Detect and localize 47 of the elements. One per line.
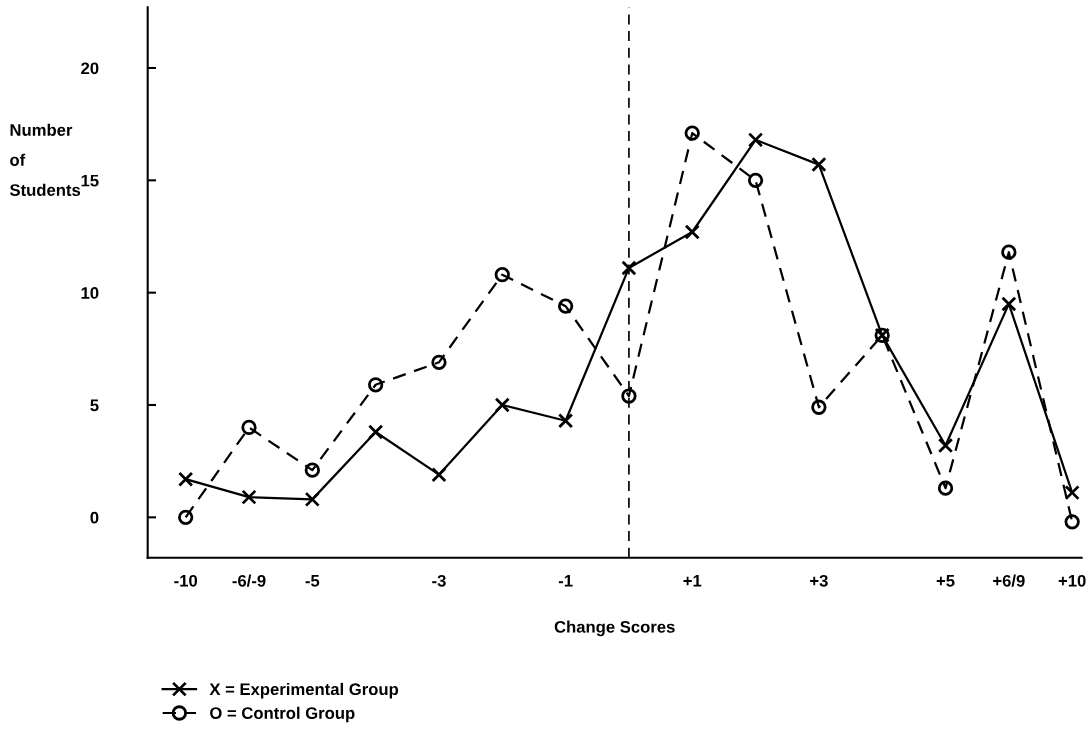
y-tick-label: 15 bbox=[81, 174, 99, 187]
point bbox=[557, 298, 574, 314]
point bbox=[937, 437, 954, 454]
point bbox=[811, 156, 827, 173]
point bbox=[241, 489, 257, 505]
x-tick-label: -5 bbox=[305, 575, 320, 587]
point bbox=[684, 224, 700, 240]
y-tick-label: 0 bbox=[90, 511, 99, 524]
point bbox=[557, 413, 574, 429]
x-tick-label: +3 bbox=[810, 574, 828, 587]
point bbox=[368, 377, 384, 393]
point bbox=[621, 388, 637, 404]
x-tick-label: +1 bbox=[683, 575, 702, 587]
y-tick-label: 10 bbox=[81, 287, 99, 299]
point bbox=[1001, 244, 1017, 260]
point bbox=[241, 419, 257, 436]
point bbox=[431, 354, 447, 370]
point bbox=[747, 132, 764, 148]
x-tick-label: +10 bbox=[1058, 574, 1086, 587]
y-tick-label: 5 bbox=[90, 399, 99, 412]
point bbox=[431, 467, 447, 483]
x-tick-label: -6/-9 bbox=[232, 574, 266, 587]
point bbox=[304, 491, 320, 508]
point bbox=[1064, 514, 1080, 530]
point bbox=[1064, 484, 1080, 501]
point bbox=[684, 125, 700, 141]
x-tick-label: +6/9 bbox=[993, 574, 1025, 587]
x-axis-title: Change Scores bbox=[554, 620, 675, 637]
point bbox=[178, 471, 194, 487]
point bbox=[621, 260, 637, 276]
point bbox=[811, 399, 827, 415]
point bbox=[747, 172, 764, 188]
x-tick-label: -10 bbox=[174, 574, 198, 587]
x-tick-label: -3 bbox=[432, 574, 446, 587]
legend-label: O = Control Group bbox=[210, 706, 355, 723]
point bbox=[494, 267, 510, 283]
point bbox=[937, 480, 954, 496]
point bbox=[1001, 296, 1017, 312]
x-tick-label: -1 bbox=[558, 575, 573, 587]
point bbox=[178, 509, 194, 525]
legend-label: X = Experimental Group bbox=[209, 682, 399, 699]
y-tick-label: 20 bbox=[81, 62, 99, 75]
point bbox=[304, 462, 320, 478]
point bbox=[368, 424, 384, 440]
point bbox=[494, 397, 510, 413]
x-tick-label: +5 bbox=[936, 575, 955, 587]
y-axis-title: Number of Students bbox=[9, 123, 81, 196]
